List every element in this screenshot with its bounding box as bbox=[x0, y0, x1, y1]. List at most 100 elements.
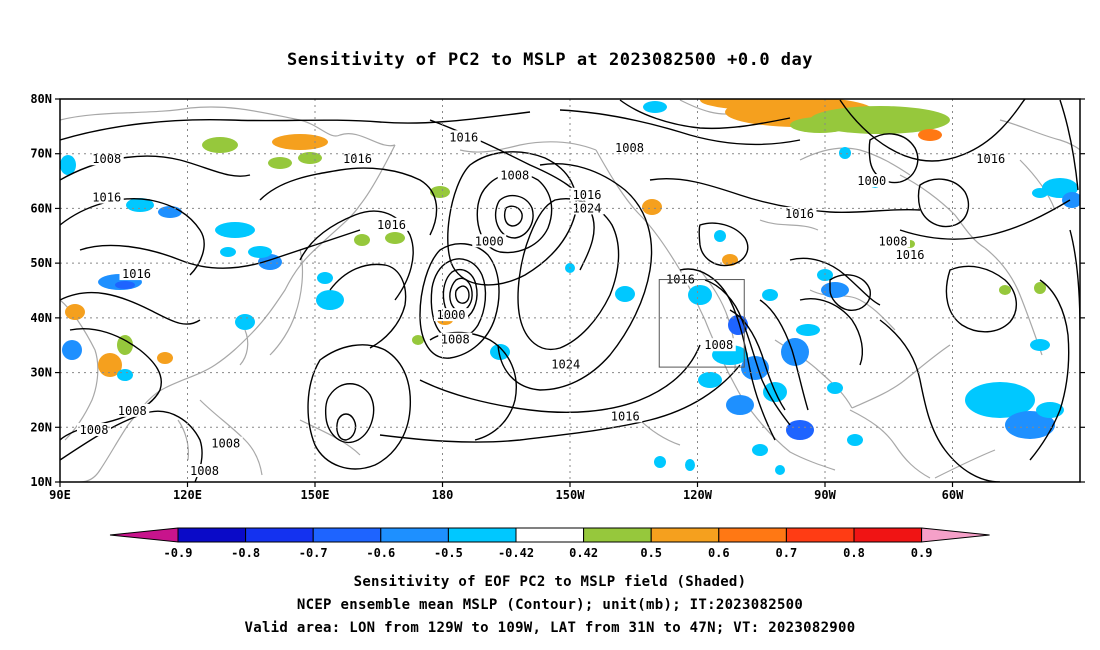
caption-line-1: Sensitivity of EOF PC2 to MSLP field (Sh… bbox=[353, 574, 747, 590]
sensitivity-patch bbox=[688, 285, 712, 305]
lon-tick-label: 120W bbox=[683, 488, 713, 502]
mslp-contour bbox=[679, 268, 776, 441]
contour-value-label: 1016 bbox=[449, 130, 478, 144]
sensitivity-patch bbox=[430, 186, 450, 198]
contour-value-label: 1008 bbox=[879, 234, 908, 248]
contour-label-bg bbox=[876, 234, 910, 248]
coastlines bbox=[60, 99, 1080, 482]
sensitivity-patch bbox=[1034, 282, 1046, 294]
colorbar-tick-label: -0.7 bbox=[299, 546, 328, 560]
lat-tick-label: 80N bbox=[30, 92, 52, 106]
mslp-contour bbox=[454, 285, 470, 304]
contour-label-bg bbox=[340, 152, 375, 166]
contour-value-label: 1008 bbox=[118, 404, 147, 418]
colorbar-tick-label: 0.6 bbox=[708, 546, 730, 560]
contour-value-label: 1000 bbox=[437, 308, 466, 322]
mslp-contour bbox=[1059, 99, 1079, 191]
colorbar-tick-label: 0.7 bbox=[776, 546, 798, 560]
colorbar-tick-label: -0.6 bbox=[366, 546, 395, 560]
contour-label-bg bbox=[782, 206, 817, 220]
mslp-contours bbox=[60, 99, 1080, 482]
contour-value-label: 1024 bbox=[573, 201, 602, 215]
sensitivity-patch bbox=[1005, 411, 1055, 439]
mslp-contour bbox=[60, 111, 531, 141]
sensitivity-patch bbox=[62, 340, 82, 360]
contour-value-label: 1016 bbox=[611, 409, 640, 423]
sensitivity-patch bbox=[642, 199, 662, 215]
sensitivity-patch bbox=[157, 352, 173, 364]
lat-tick-label: 50N bbox=[30, 256, 52, 270]
lat-tick-label: 30N bbox=[30, 366, 52, 380]
contour-value-label: 1016 bbox=[573, 188, 602, 202]
lat-tick-label: 70N bbox=[30, 147, 52, 161]
mslp-contour bbox=[324, 383, 375, 444]
sensitivity-patch bbox=[722, 254, 738, 266]
contour-value-label: 1008 bbox=[211, 437, 240, 451]
contour-label-bg bbox=[612, 141, 647, 155]
colorbar-segment bbox=[515, 527, 585, 543]
contour-label-bg bbox=[973, 152, 1008, 166]
sensitivity-patch bbox=[490, 344, 510, 360]
contour-label-bg bbox=[438, 332, 473, 346]
colorbar-segment bbox=[380, 527, 449, 543]
mslp-contour bbox=[60, 292, 201, 325]
sensitivity-patch bbox=[117, 369, 133, 381]
lon-tick-label: 180 bbox=[432, 488, 454, 502]
contour-label-bg bbox=[570, 201, 604, 215]
colorbar-tick-label: -0.42 bbox=[498, 546, 534, 560]
sensitivity-patch bbox=[317, 272, 333, 284]
mslp-contour bbox=[503, 205, 523, 227]
sensitivity-patch bbox=[316, 290, 344, 310]
contour-value-label: 1016 bbox=[896, 248, 925, 262]
sensitivity-patch bbox=[158, 206, 182, 218]
contour-label-bg bbox=[208, 436, 243, 450]
lat-tick-label: 20N bbox=[30, 420, 52, 434]
caption-line-2: NCEP ensemble mean MSLP (Contour); unit(… bbox=[296, 597, 804, 613]
mslp-contour bbox=[649, 177, 921, 214]
contour-value-label: 1016 bbox=[122, 267, 151, 281]
mslp-contour bbox=[729, 309, 786, 411]
colorbar-high-extend bbox=[921, 527, 990, 543]
lat-tick-label: 60N bbox=[30, 201, 52, 215]
contour-label-bg bbox=[89, 152, 124, 166]
sensitivity-patch bbox=[235, 314, 255, 330]
mslp-contour bbox=[704, 279, 791, 426]
mslp-contour bbox=[917, 178, 970, 228]
sensitivity-patch bbox=[999, 285, 1011, 295]
contour-value-label: 1016 bbox=[377, 218, 406, 232]
sensitivity-patch bbox=[790, 117, 850, 133]
mslp-contour bbox=[879, 319, 1001, 482]
contour-label-bg bbox=[608, 409, 643, 423]
colorbar-segment bbox=[312, 527, 382, 543]
sensitivity-patch bbox=[615, 286, 635, 302]
sensitivity-patch bbox=[643, 101, 667, 113]
contour-value-label: 1016 bbox=[976, 152, 1005, 166]
sensitivity-patch bbox=[1036, 402, 1064, 418]
contour-label-bg bbox=[446, 130, 481, 144]
contour-value-label: 1008 bbox=[80, 423, 109, 437]
sensitivity-patch bbox=[117, 335, 133, 355]
sensitivity-patch bbox=[821, 282, 849, 298]
contour-value-label: 1008 bbox=[615, 141, 644, 155]
colorbar-tick-label: 0.8 bbox=[843, 546, 865, 560]
mslp-contour bbox=[329, 263, 407, 349]
sensitivity-patch bbox=[272, 134, 328, 150]
mslp-contour bbox=[429, 331, 517, 441]
valid-area-box bbox=[658, 279, 745, 368]
sensitivity-patch bbox=[781, 338, 809, 366]
colorbar-tick-label: -0.9 bbox=[164, 546, 193, 560]
sensitivity-patch bbox=[796, 324, 820, 336]
mslp-contour bbox=[299, 210, 414, 301]
sensitivity-patch bbox=[268, 157, 292, 169]
sensitivity-patch bbox=[654, 456, 666, 468]
sensitivity-patch bbox=[220, 247, 236, 257]
caption-line-3: Valid area: LON from 129W to 109W, LAT f… bbox=[244, 620, 856, 636]
grid-lines bbox=[60, 99, 1080, 482]
mslp-contour bbox=[494, 194, 534, 239]
contour-label-bg bbox=[119, 267, 154, 281]
sensitivity-patch bbox=[918, 129, 942, 141]
colorbar-segment bbox=[853, 527, 923, 543]
sensitivity-patch bbox=[762, 289, 778, 301]
colorbar-low-extend bbox=[109, 527, 179, 543]
contour-label-bg bbox=[77, 423, 111, 437]
